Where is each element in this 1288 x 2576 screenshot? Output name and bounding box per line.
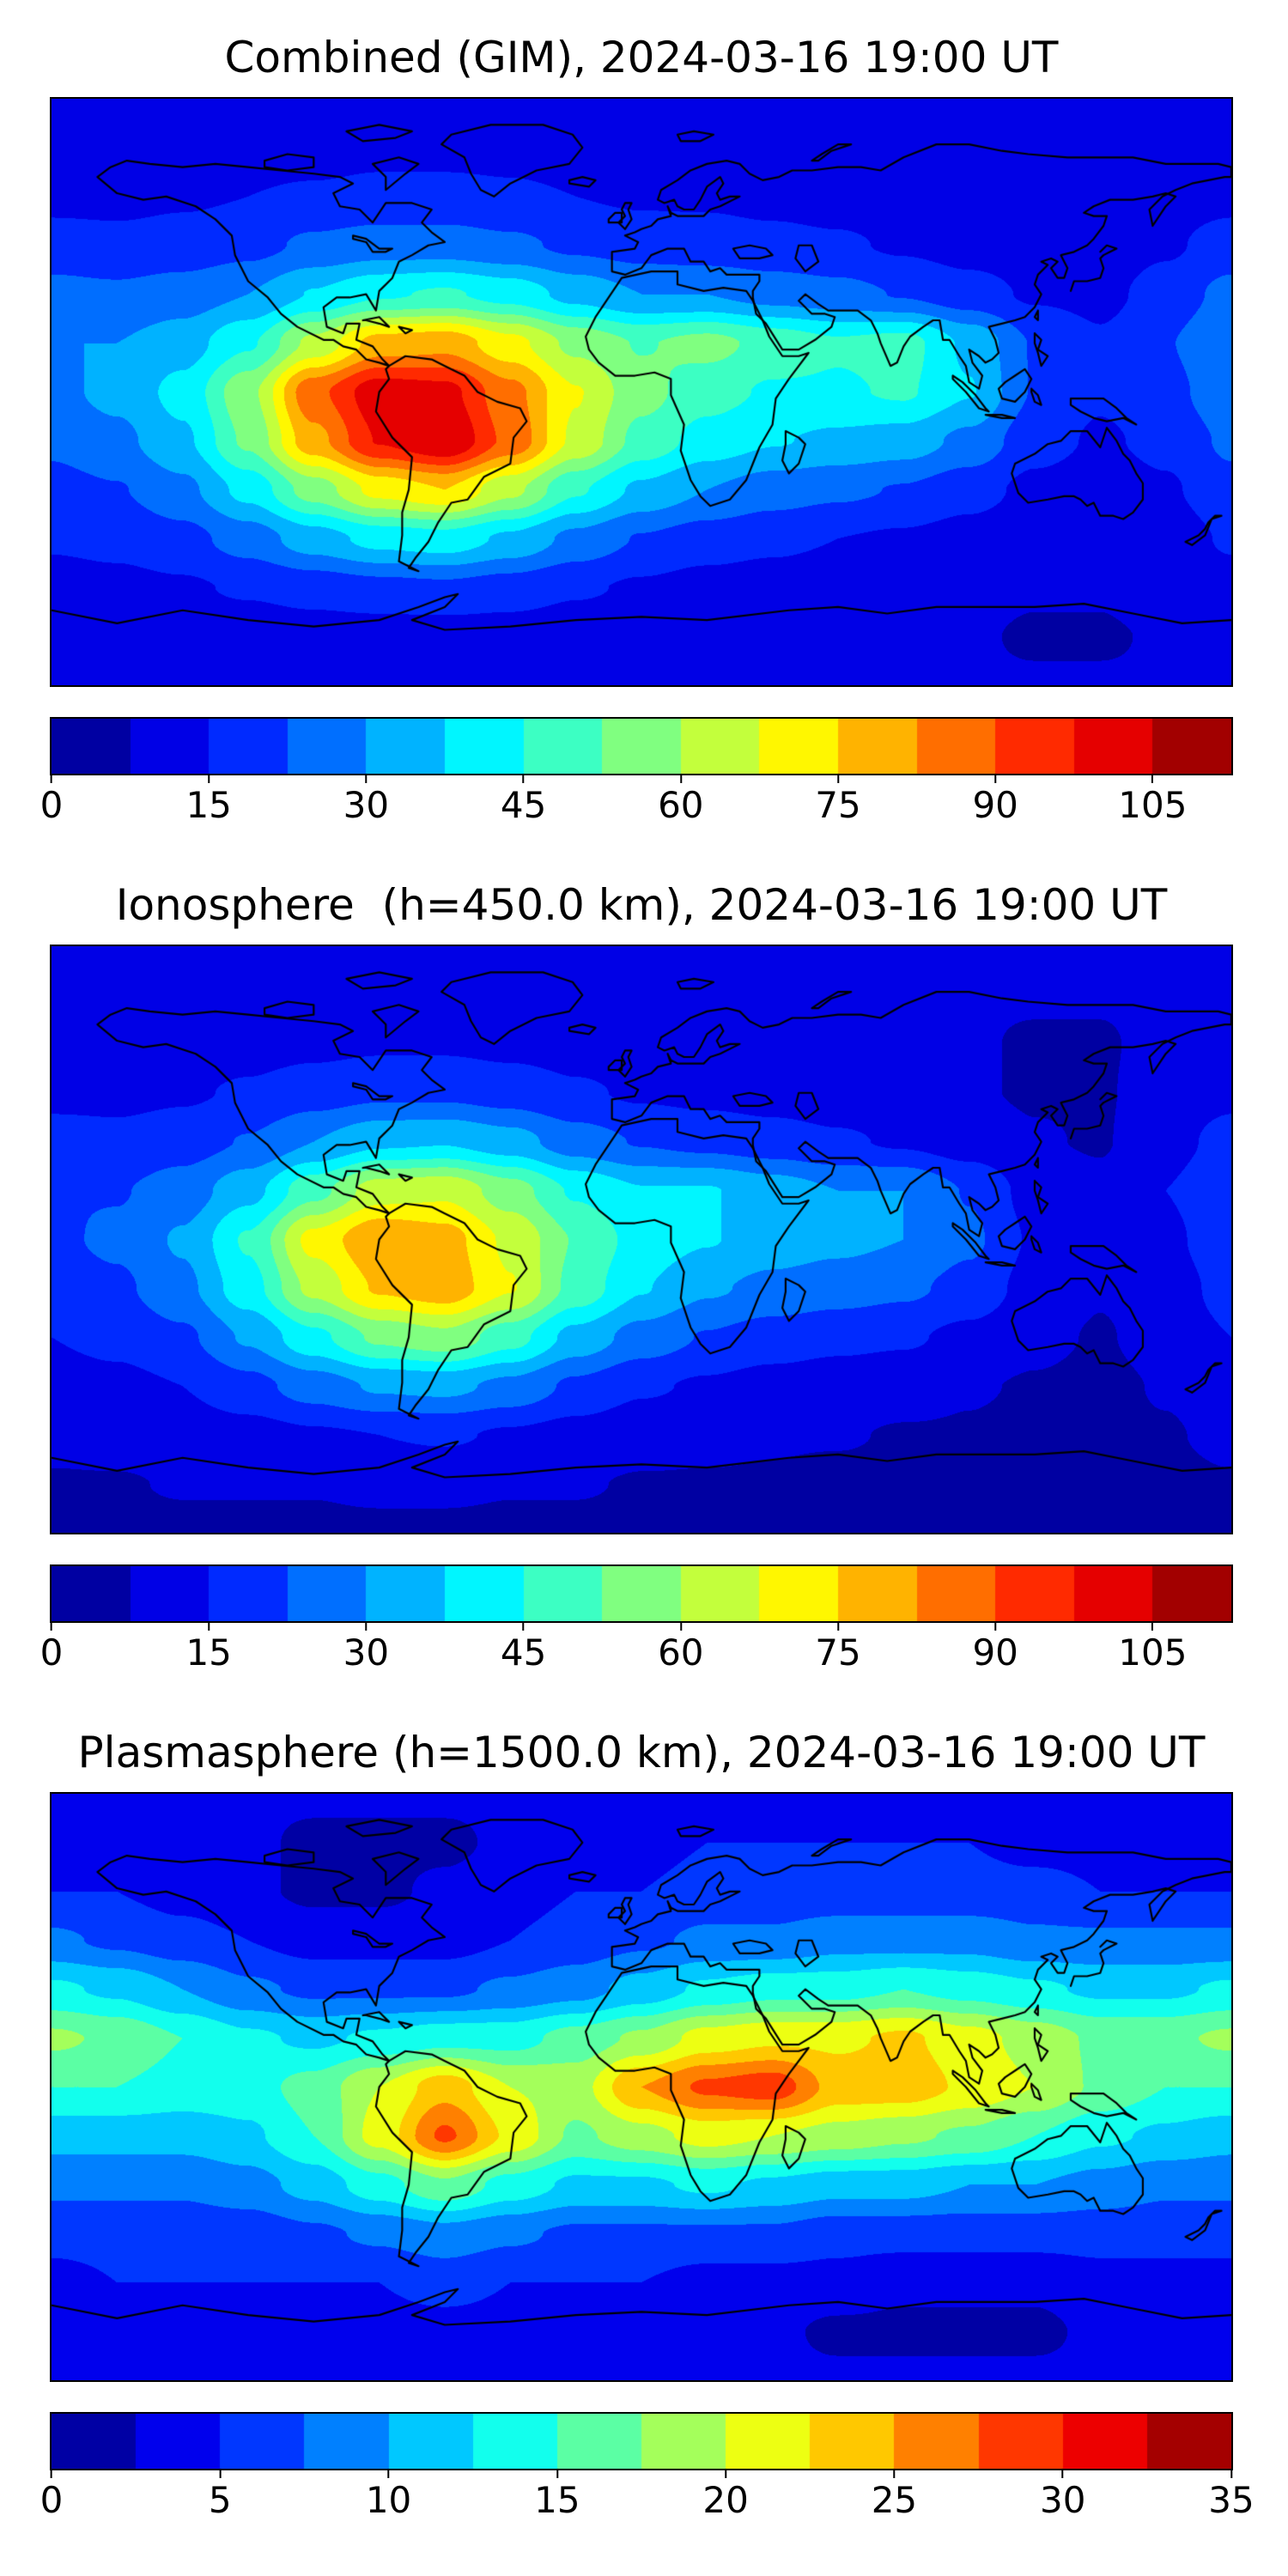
colorbar-tick-mark — [679, 775, 682, 783]
colorbar-tick-label: 45 — [500, 784, 547, 826]
colorbar-tick-label: 30 — [343, 1631, 390, 1674]
colorbar-tick: 25 — [872, 2470, 917, 2521]
colorbar-tick: 45 — [501, 1623, 546, 1674]
colorbar-tick: 15 — [534, 2470, 580, 2521]
colorbar-tick-mark — [50, 1623, 52, 1631]
colorbar-tick-mark — [1230, 2470, 1232, 2478]
combined-colorbar-ticks: 0 15 30 45 60 75 90 105 — [40, 775, 1231, 835]
colorbar-tick: 45 — [501, 775, 546, 826]
colorbar-tick: 15 — [185, 1623, 232, 1674]
colorbar-tick: 90 — [972, 1623, 1018, 1674]
panel-title-combined: Combined (GIM), 2024-03-16 19:00 UT — [224, 33, 1059, 82]
colorbar-tick-mark — [208, 775, 210, 783]
panel-plasmasphere: Plasmasphere (h=1500.0 km), 2024-03-16 1… — [40, 1726, 1255, 2550]
colorbar-tick-mark — [387, 2470, 390, 2478]
colorbar-tick-label: 90 — [972, 1631, 1018, 1674]
colorbar-tick-mark — [836, 775, 839, 783]
colorbar-tick-label: 105 — [1118, 784, 1188, 826]
colorbar-tick-mark — [522, 775, 525, 783]
colorbar-tick: 30 — [1040, 2470, 1085, 2521]
colorbar-tick-mark — [893, 2470, 896, 2478]
panel-combined-gim: Combined (GIM), 2024-03-16 19:00 UT 0 15 3… — [40, 31, 1233, 855]
colorbar-tick-mark — [725, 2470, 727, 2478]
colorbar-tick: 0 — [39, 2470, 64, 2521]
colorbar-tick: 60 — [658, 775, 704, 826]
colorbar-tick-mark — [208, 1623, 210, 1631]
colorbar-tick-label: 30 — [1039, 2479, 1086, 2521]
colorbar-tick-mark — [522, 1623, 525, 1631]
plasmasphere-colorbar-canvas — [50, 2412, 1233, 2470]
colorbar-tick-label: 0 — [39, 2479, 64, 2521]
colorbar-tick-label: 45 — [500, 1631, 547, 1674]
colorbar-tick: 60 — [658, 1623, 704, 1674]
colorbar-tick-label: 75 — [815, 1631, 861, 1674]
colorbar-tick: 30 — [343, 775, 389, 826]
colorbar-tick: 5 — [209, 2470, 232, 2521]
panel-title-ionosphere: Ionosphere (h=450.0 km), 2024-03-16 19:0… — [115, 880, 1168, 930]
colorbar-tick-mark — [50, 2470, 52, 2478]
colorbar-tick-label: 90 — [972, 784, 1018, 826]
colorbar-tick-mark — [1151, 1623, 1154, 1631]
colorbar-tick-label: 30 — [343, 784, 390, 826]
colorbar-tick-mark — [365, 1623, 368, 1631]
plasmasphere-map-canvas — [50, 1792, 1233, 2382]
colorbar-tick-label: 15 — [185, 784, 232, 826]
colorbar-tick-mark — [836, 1623, 839, 1631]
colorbar-tick: 105 — [1118, 775, 1187, 826]
colorbar-tick-mark — [556, 2470, 558, 2478]
colorbar-tick-label: 15 — [185, 1631, 232, 1674]
combined-map-canvas — [50, 97, 1233, 687]
colorbar-tick-mark — [994, 775, 997, 783]
colorbar-tick-label: 25 — [871, 2479, 918, 2521]
colorbar-tick-label: 60 — [658, 1631, 704, 1674]
colorbar-tick-mark — [679, 1623, 682, 1631]
colorbar-tick-label: 15 — [534, 2479, 580, 2521]
colorbar-tick-label: 60 — [658, 784, 704, 826]
colorbar-tick: 20 — [702, 2470, 749, 2521]
colorbar-tick-mark — [219, 2470, 222, 2478]
ionosphere-map-canvas — [50, 945, 1233, 1534]
combined-colorbar-canvas — [50, 717, 1233, 775]
colorbar-tick-mark — [994, 1623, 997, 1631]
colorbar-tick-label: 35 — [1208, 2479, 1255, 2521]
colorbar-tick: 0 — [39, 1623, 64, 1674]
colorbar-tick-mark — [50, 775, 52, 783]
colorbar-tick: 35 — [1208, 2470, 1255, 2521]
panel-ionosphere: Ionosphere (h=450.0 km), 2024-03-16 19:0… — [40, 878, 1233, 1703]
colorbar-tick: 75 — [815, 775, 861, 826]
colorbar-tick: 15 — [185, 775, 232, 826]
colorbar-tick-label: 105 — [1118, 1631, 1188, 1674]
ionosphere-colorbar-canvas — [50, 1564, 1233, 1623]
colorbar-tick-label: 5 — [208, 2479, 232, 2521]
panel-title-plasmasphere: Plasmasphere (h=1500.0 km), 2024-03-16 1… — [77, 1728, 1206, 1777]
colorbar-tick: 0 — [39, 775, 64, 826]
colorbar-tick-label: 10 — [365, 2479, 412, 2521]
colorbar-tick: 30 — [343, 1623, 389, 1674]
colorbar-tick-label: 20 — [702, 2479, 749, 2521]
colorbar-tick: 75 — [815, 1623, 861, 1674]
plasmasphere-colorbar-ticks: 0 5 10 15 20 25 30 35 — [40, 2470, 1255, 2530]
ionosphere-colorbar-ticks: 0 15 30 45 60 75 90 105 — [40, 1623, 1231, 1683]
colorbar-tick-label: 75 — [815, 784, 861, 826]
colorbar-tick-label: 0 — [39, 784, 64, 826]
colorbar-tick: 90 — [972, 775, 1018, 826]
colorbar-tick: 10 — [366, 2470, 411, 2521]
colorbar-tick: 105 — [1118, 1623, 1187, 1674]
colorbar-tick-mark — [1151, 775, 1154, 783]
colorbar-tick-label: 0 — [39, 1631, 64, 1674]
colorbar-tick-mark — [1061, 2470, 1064, 2478]
colorbar-tick-mark — [365, 775, 368, 783]
